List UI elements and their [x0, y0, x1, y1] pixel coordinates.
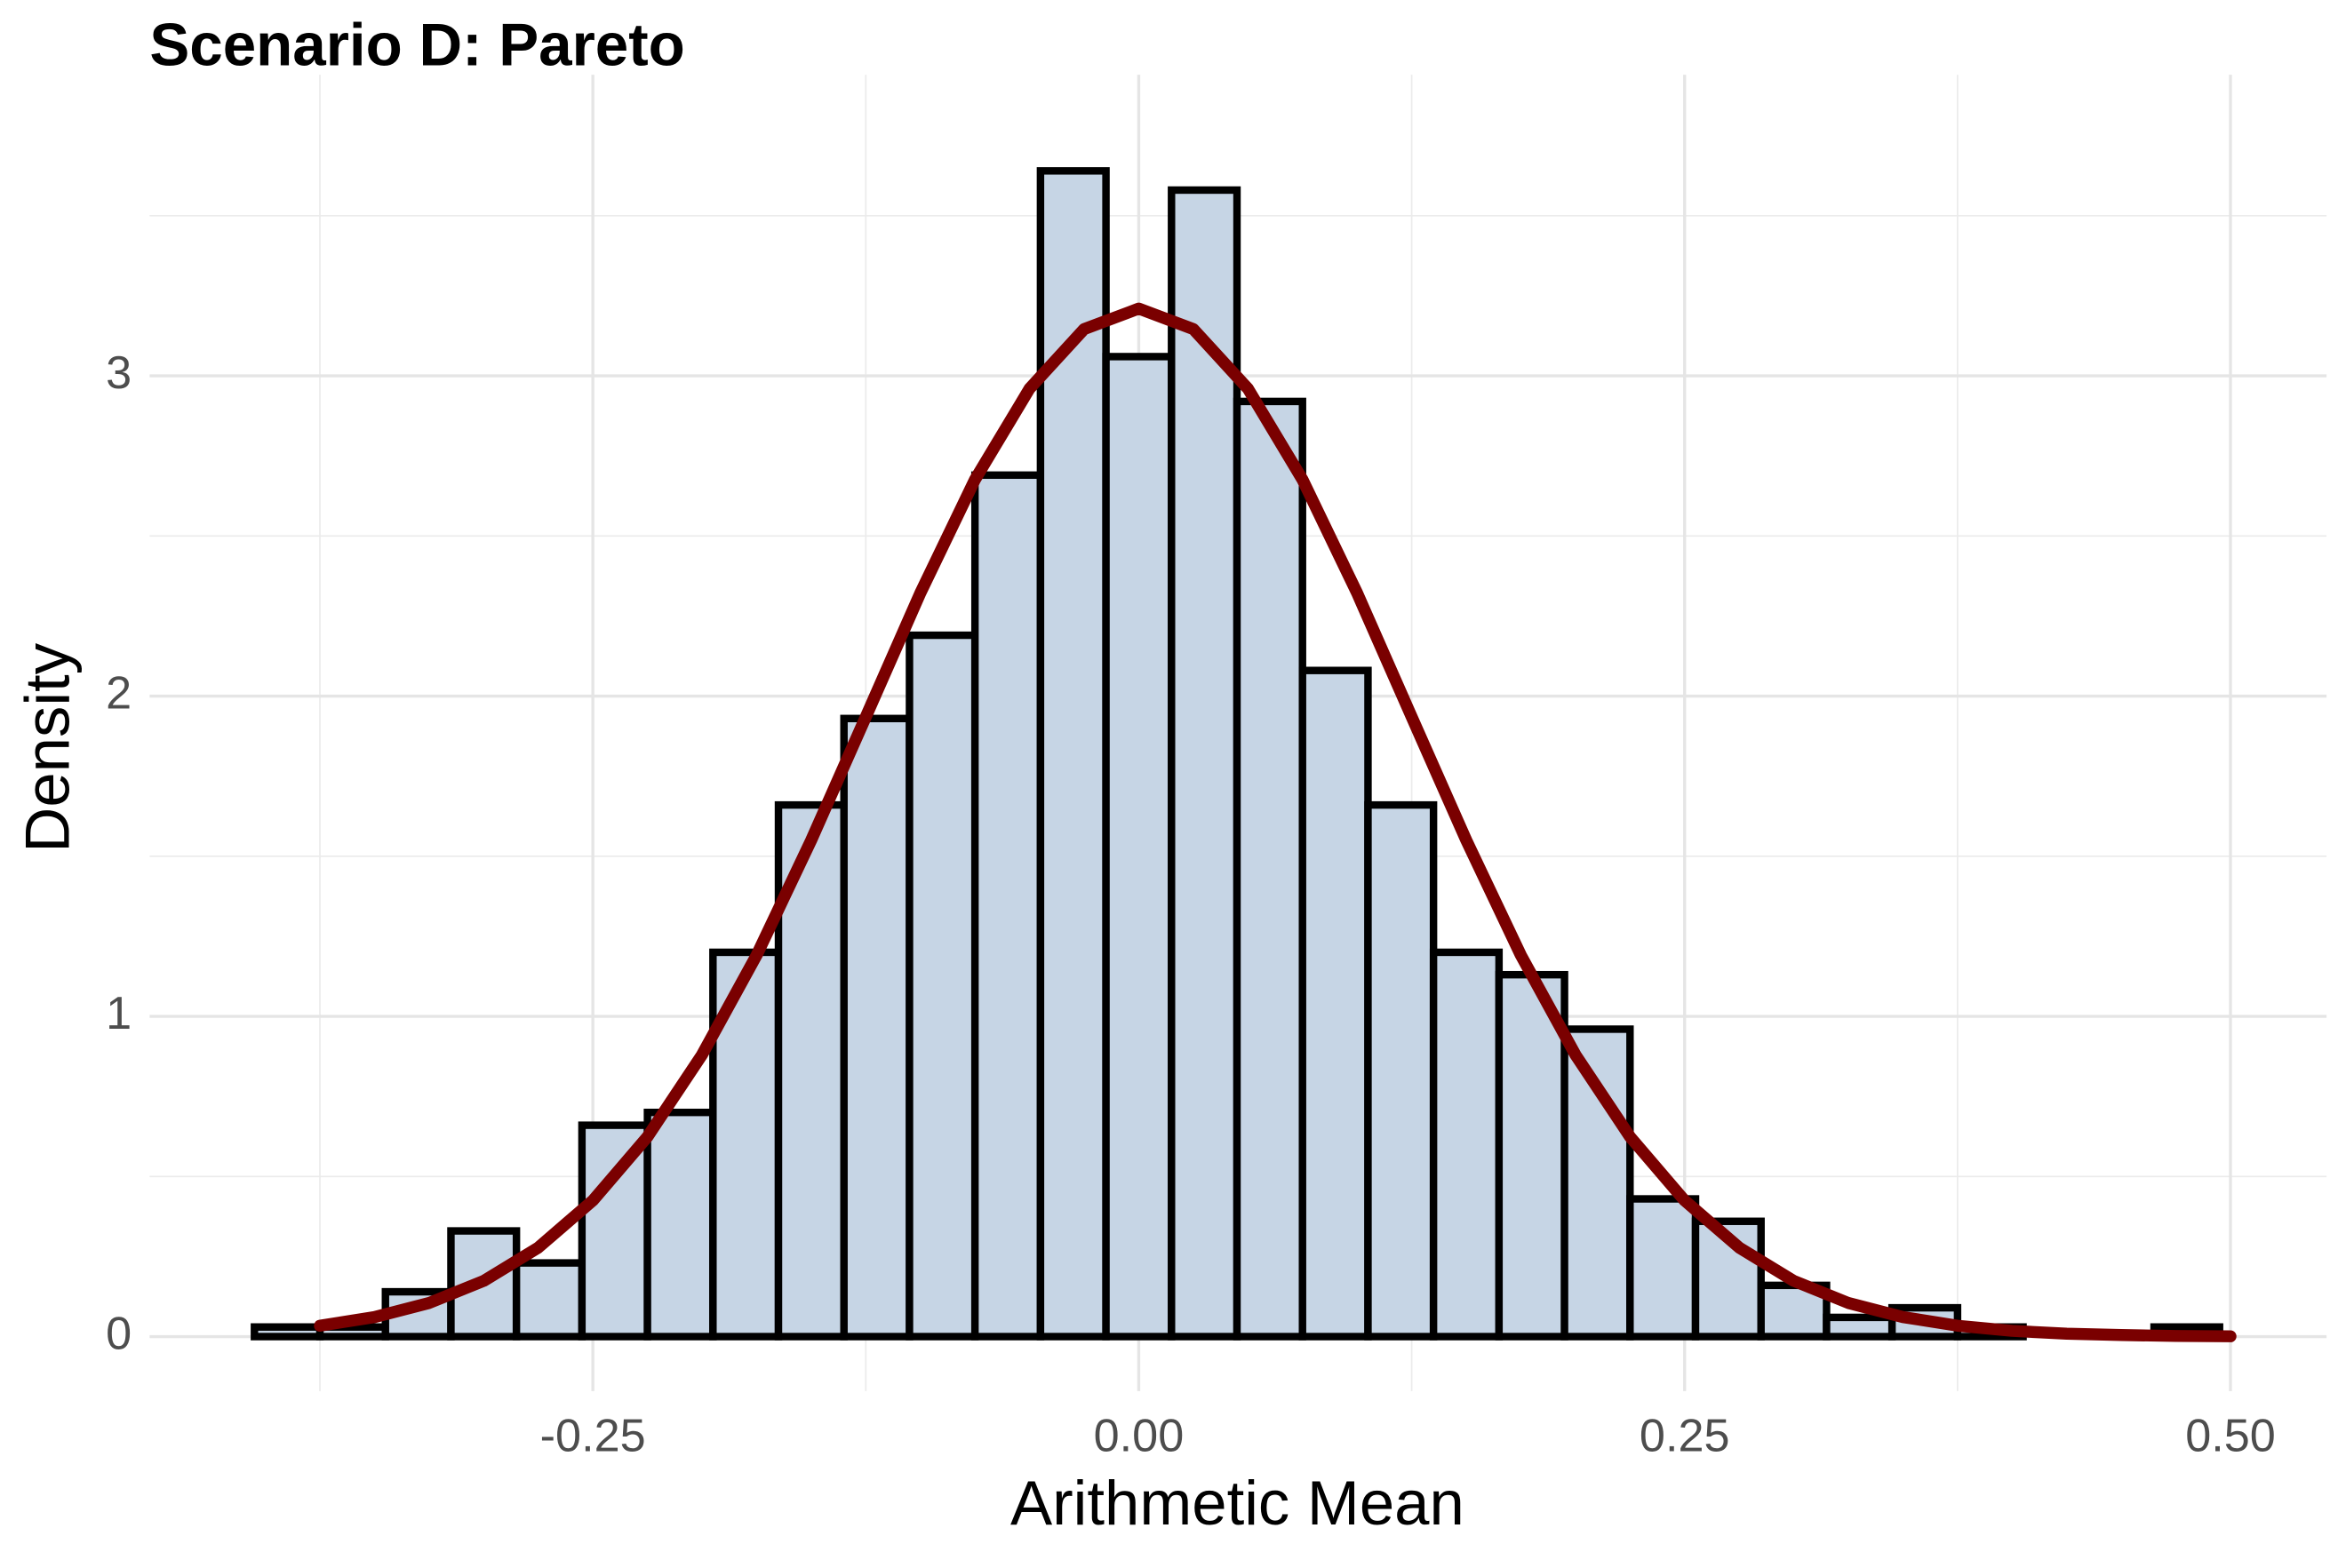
bar [512, 1259, 586, 1341]
bar [1626, 1195, 1700, 1341]
bar [1298, 666, 1372, 1341]
bar [1168, 186, 1241, 1341]
bar [1823, 1313, 1896, 1341]
bar [906, 631, 979, 1341]
bar [643, 1108, 717, 1341]
y-tick-label: 3 [106, 347, 132, 399]
bar [1429, 948, 1504, 1341]
bar [774, 800, 848, 1341]
bar [1102, 353, 1176, 1341]
bar [1560, 1025, 1634, 1341]
y-tick-label: 0 [106, 1308, 132, 1359]
x-tick-label: 0.25 [1640, 1410, 1730, 1461]
y-axis-title: Density [12, 642, 83, 852]
bar [970, 471, 1045, 1341]
density-curve [314, 302, 2237, 1342]
x-tick-label: -0.25 [540, 1410, 646, 1461]
y-tick-label: 2 [106, 667, 132, 719]
x-tick-label: 0.00 [1094, 1410, 1185, 1461]
x-axis-title: Arithmetic Mean [1010, 1468, 1464, 1538]
chart-title: Scenario D: Pareto [149, 12, 684, 78]
bar [1364, 800, 1438, 1341]
y-tick-label: 1 [106, 988, 132, 1039]
bar [251, 1323, 324, 1341]
bar [1233, 397, 1306, 1341]
bar [840, 714, 914, 1341]
x-tick-label: 0.50 [2185, 1410, 2276, 1461]
bar [578, 1121, 651, 1341]
